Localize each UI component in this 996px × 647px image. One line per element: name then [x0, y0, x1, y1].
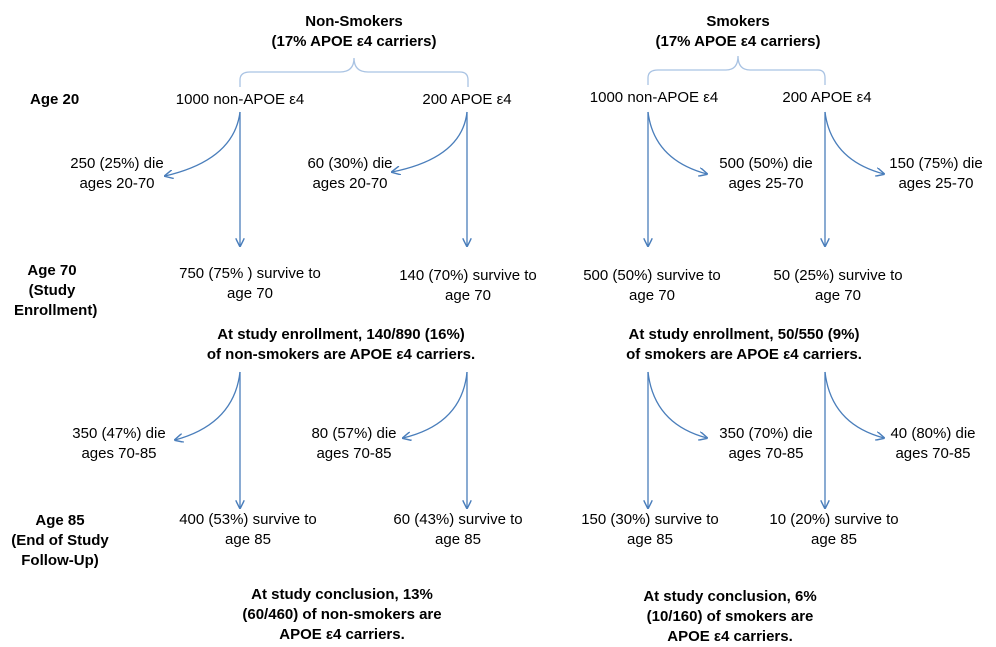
s-survive85-left: 150 (30%) survive to age 85 [564, 510, 736, 550]
header-line: (17% APOE ε4 carriers) [655, 33, 821, 50]
ns-survive70-left: 750 (75% ) survive to age 70 [160, 264, 340, 304]
label-line: 500 (50%) survive to [583, 267, 721, 284]
s-die70-left: 350 (70%) die ages 70-85 [706, 424, 826, 464]
s-die20-left: 500 (50%) die ages 25-70 [706, 154, 826, 194]
label-line: 750 (75% ) survive to [179, 265, 321, 282]
s-left-stage1-die-arrow [647, 111, 707, 174]
ns-age20-apoe: 200 APOE ε4 [422, 91, 512, 108]
label-line: 350 (47%) die [72, 425, 166, 442]
row-label-age85: Age 85 (End of Study Follow-Up) [10, 511, 110, 571]
summary-line: of smokers are APOE ε4 carriers. [626, 346, 862, 363]
s-survive70-left: 500 (50%) survive to age 70 [566, 266, 738, 306]
label-line: ages 25-70 [898, 175, 974, 192]
s-survive70-right: 50 (25%) survive to age 70 [758, 266, 918, 306]
s-survive85-right: 10 (20%) survive to age 85 [748, 510, 920, 550]
label-line: ages 20-70 [312, 175, 388, 192]
summary-line: (60/460) of non-smokers are [242, 606, 442, 623]
row-label-age70: Age 70 (Study Enrollment) [14, 261, 98, 321]
label-line: 60 (30%) die [307, 155, 393, 172]
nonsmokers-bracket [239, 57, 469, 87]
label-line: age 70 [815, 287, 861, 304]
ns-left-stage2-die-arrow [175, 371, 241, 440]
summary-line: (10/160) of smokers are [646, 608, 814, 625]
ns-conclusion-summary: At study conclusion, 13% (60/460) of non… [222, 585, 462, 645]
label-line: 150 (75%) die [889, 155, 983, 172]
label-line: 80 (57%) die [311, 425, 397, 442]
ns-survive70-right: 140 (70%) survive to age 70 [378, 266, 558, 306]
s-right-stage1-die-arrow [824, 111, 884, 174]
s-conclusion-summary: At study conclusion, 6% (10/160) of smok… [620, 587, 840, 647]
label-line: 40 (80%) die [890, 425, 976, 442]
header-line: Non-Smokers [305, 13, 403, 30]
label-line: ages 70-85 [81, 445, 157, 462]
label-line: 250 (25%) die [70, 155, 164, 172]
label-line: 400 (53%) survive to [179, 511, 317, 528]
label-line: 10 (20%) survive to [769, 511, 899, 528]
label-line: age 85 [627, 531, 673, 548]
summary-line: At study enrollment, 50/550 (9%) [628, 326, 860, 343]
label-line: 500 (50%) die [719, 155, 813, 172]
label-line: 150 (30%) survive to [581, 511, 719, 528]
ns-enrollment-summary: At study enrollment, 140/890 (16%) of no… [186, 325, 496, 365]
label-line: age 70 [629, 287, 675, 304]
summary-line: At study enrollment, 140/890 (16%) [217, 326, 465, 343]
row-label-line: Enrollment) [14, 302, 98, 319]
label-line: ages 25-70 [728, 175, 804, 192]
header-line: Smokers [706, 13, 770, 30]
summary-line: APOE ε4 carriers. [279, 626, 405, 643]
s-left-stage2-die-arrow [647, 371, 707, 438]
row-label-line: Follow-Up) [21, 552, 99, 569]
label-line: 50 (25%) survive to [773, 267, 903, 284]
s-die20-right: 150 (75%) die ages 25-70 [884, 154, 988, 194]
summary-line: APOE ε4 carriers. [667, 628, 793, 645]
label-line: 140 (70%) survive to [399, 267, 537, 284]
ns-survive85-right: 60 (43%) survive to age 85 [368, 510, 548, 550]
ns-die20-right: 60 (30%) die ages 20-70 [300, 154, 400, 194]
nonsmokers-header: Non-Smokers (17% APOE ε4 carriers) [254, 12, 454, 52]
label-line: 60 (43%) survive to [393, 511, 523, 528]
row-label-age20: Age 20 [30, 91, 80, 108]
s-right-stage2-die-arrow [824, 371, 884, 438]
smokers-bracket [647, 55, 826, 85]
ns-right-stage2-die-arrow [403, 371, 468, 438]
summary-line: At study conclusion, 6% [643, 588, 817, 605]
label-line: ages 70-85 [895, 445, 971, 462]
header-line: (17% APOE ε4 carriers) [271, 33, 437, 50]
ns-survive85-left: 400 (53%) survive to age 85 [158, 510, 338, 550]
label-line: age 85 [811, 531, 857, 548]
row-label-line: (Study [28, 282, 76, 299]
ns-left-stage1-die-arrow [165, 111, 241, 176]
label-line: ages 70-85 [728, 445, 804, 462]
ns-die20-left: 250 (25%) die ages 20-70 [62, 154, 172, 194]
ns-age20-non-apoe: 1000 non-APOE ε4 [175, 91, 305, 108]
label-line: ages 20-70 [79, 175, 155, 192]
s-enrollment-summary: At study enrollment, 50/550 (9%) of smok… [600, 325, 888, 365]
label-line: age 85 [225, 531, 271, 548]
smokers-header: Smokers (17% APOE ε4 carriers) [638, 12, 838, 52]
s-age20-non-apoe: 1000 non-APOE ε4 [589, 89, 719, 106]
label-line: 350 (70%) die [719, 425, 813, 442]
s-age20-apoe: 200 APOE ε4 [782, 89, 872, 106]
label-line: ages 70-85 [316, 445, 392, 462]
row-label-line: Age 70 [27, 262, 77, 279]
summary-line: At study conclusion, 13% [251, 586, 433, 603]
label-line: age 70 [227, 285, 273, 302]
ns-right-stage1-die-arrow [392, 111, 468, 172]
ns-die70-left: 350 (47%) die ages 70-85 [64, 424, 174, 464]
s-die70-right: 40 (80%) die ages 70-85 [880, 424, 986, 464]
row-label-line: (End of Study [11, 532, 109, 549]
label-line: age 85 [435, 531, 481, 548]
summary-line: of non-smokers are APOE ε4 carriers. [206, 346, 476, 363]
label-line: age 70 [445, 287, 491, 304]
row-label-line: Age 85 [35, 512, 85, 529]
ns-die70-right: 80 (57%) die ages 70-85 [302, 424, 406, 464]
